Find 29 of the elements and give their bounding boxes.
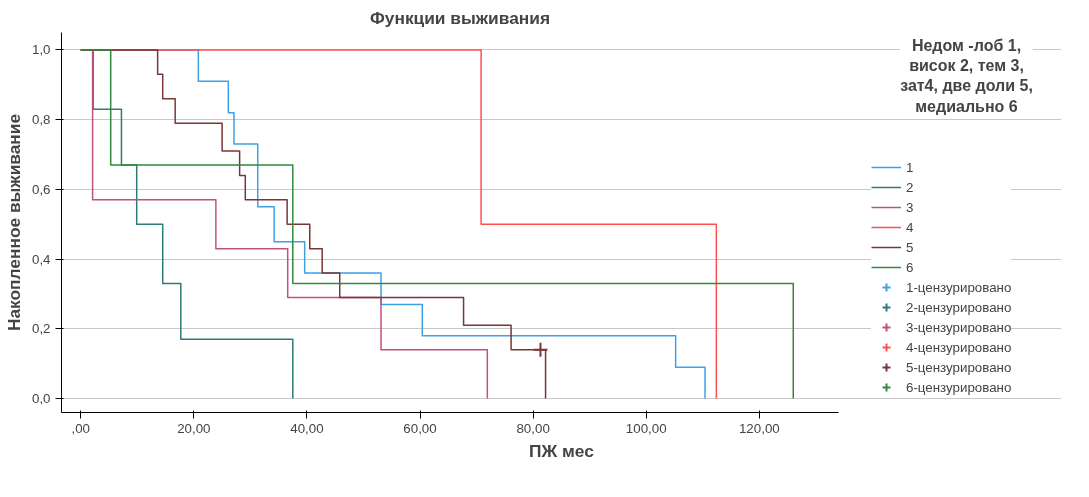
x-tick-label: 120,00	[738, 420, 780, 436]
legend-label: 4	[906, 219, 915, 235]
x-tick-label: 40,00	[290, 420, 324, 436]
legend-label: 2	[906, 179, 915, 195]
y-tick-label: 0,6	[31, 181, 51, 197]
legend-label: 6	[906, 259, 915, 275]
y-tick-label: 0,0	[31, 391, 51, 407]
x-axis-title: ПЖ мес	[529, 440, 595, 461]
x-tick-label: 100,00	[625, 420, 667, 436]
y-tick-label: 1,0	[31, 42, 51, 58]
legend-label: 2-цензурировано	[906, 299, 1012, 315]
legend-title: Недом -лоб 1, висок 2, тем 3, зат4, две доли 5, медиально 6	[900, 36, 1033, 115]
x-tick-label: 60,00	[403, 420, 437, 436]
y-tick-label: 0,4	[31, 251, 52, 267]
legend-label: 4-цензурировано	[906, 339, 1012, 355]
legend-label: 1-цензурировано	[906, 279, 1012, 295]
legend-label: 6-цензурировано	[906, 379, 1012, 395]
legend-label: 5	[906, 239, 915, 255]
legend-label: 1	[906, 159, 915, 175]
y-axis-title: Накопленное выживание	[3, 113, 24, 332]
legend-label: 3	[906, 199, 915, 215]
chart-title: Функции выживания	[370, 7, 551, 28]
x-tick-label: 20,00	[177, 420, 211, 436]
legend-label: 3-цензурировано	[906, 319, 1012, 335]
legend-label: 5-цензурировано	[906, 359, 1012, 375]
x-tick-label: 80,00	[516, 420, 550, 436]
x-tick-label: ,00	[71, 420, 90, 436]
y-tick-label: 0,8	[31, 112, 51, 128]
y-tick-label: 0,2	[31, 321, 51, 337]
